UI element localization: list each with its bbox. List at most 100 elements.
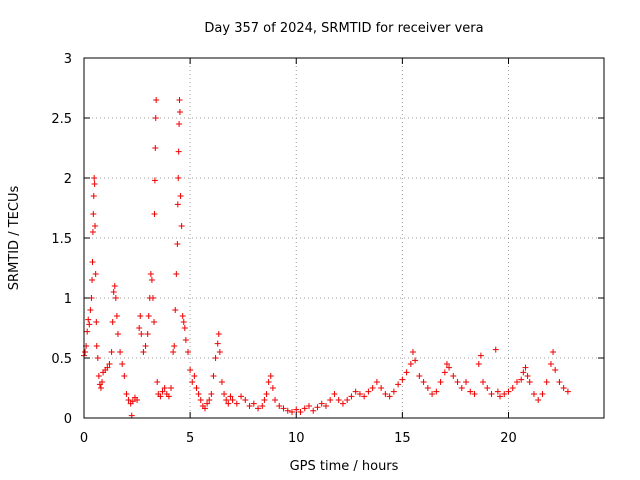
data-point [547, 361, 554, 367]
data-point [144, 331, 151, 337]
data-point [151, 211, 158, 217]
data-point [522, 364, 529, 371]
data-point [189, 379, 196, 385]
data-point [170, 349, 177, 355]
data-point [335, 397, 342, 403]
data-point [560, 385, 567, 391]
data-point [318, 400, 325, 407]
data-point [175, 148, 182, 155]
data-point [113, 313, 120, 319]
data-point [225, 400, 232, 407]
data-point [284, 407, 291, 414]
data-point [552, 367, 559, 373]
data-point [272, 397, 279, 403]
data-point [454, 379, 461, 385]
data-point [526, 379, 533, 385]
data-point [289, 409, 295, 415]
data-point [214, 340, 221, 347]
data-point [501, 391, 508, 397]
data-point [148, 277, 155, 283]
data-point [206, 397, 213, 403]
data-point [111, 283, 118, 289]
data-point [416, 373, 423, 379]
data-point [84, 328, 91, 335]
data-point [373, 379, 380, 385]
data-point [518, 376, 525, 383]
data-point [356, 391, 363, 397]
data-point [176, 109, 183, 115]
data-point [152, 115, 159, 121]
data-point [173, 271, 180, 277]
data-point [550, 349, 557, 355]
data-point [390, 388, 397, 395]
data-point [403, 369, 410, 376]
data-point [93, 343, 100, 349]
data-point [297, 409, 304, 415]
data-point [463, 379, 470, 385]
y-axis-label: SRMTID / TECUs [7, 186, 22, 291]
data-point [269, 385, 276, 391]
data-point [494, 388, 501, 395]
data-point [301, 405, 308, 412]
data-point [424, 385, 431, 391]
data-point [322, 403, 329, 409]
data-point [197, 397, 204, 403]
data-point [90, 193, 97, 199]
x-tick-label: 20 [500, 431, 517, 446]
data-point [255, 405, 262, 412]
data-point [238, 393, 245, 400]
data-point [352, 388, 359, 395]
data-point [89, 259, 96, 265]
data-point [136, 325, 143, 331]
data-point [218, 379, 225, 385]
data-point [182, 337, 189, 343]
x-tick-label: 15 [394, 431, 411, 446]
tick-labels: 0 5 10 15 20 0 0.5 1 1.5 2 2.5 3 [51, 52, 516, 446]
data-point [185, 349, 191, 355]
data-point [331, 391, 338, 397]
data-point [181, 325, 188, 331]
data-point [151, 319, 158, 325]
data-point [97, 385, 104, 391]
data-point [437, 379, 444, 385]
data-point [524, 373, 531, 379]
data-point [121, 373, 128, 379]
data-point [191, 373, 198, 379]
data-point [215, 331, 222, 337]
data-point [176, 121, 183, 127]
data-point [176, 97, 183, 103]
data-point [280, 405, 287, 412]
data-point [204, 400, 211, 407]
data-point [263, 391, 270, 397]
data-point [114, 331, 121, 337]
data-point [180, 319, 187, 325]
data-point [265, 379, 272, 385]
data-point [178, 223, 185, 229]
data-point [174, 241, 181, 247]
data-point [505, 388, 512, 395]
data-point [147, 271, 154, 277]
data-point [152, 145, 159, 151]
data-point [399, 376, 406, 383]
data-point [195, 391, 202, 397]
data-point [246, 403, 253, 409]
y-tick-label: 1 [64, 292, 72, 307]
data-point [409, 349, 416, 355]
data-point [82, 349, 89, 355]
data-point [361, 393, 368, 400]
data-point [154, 379, 161, 385]
data-point [201, 405, 208, 412]
data-point [484, 385, 491, 391]
data-point [93, 319, 100, 325]
x-tick-label: 0 [80, 431, 88, 446]
data-point [477, 352, 484, 359]
data-point [543, 379, 550, 385]
data-point [261, 397, 268, 403]
data-point [564, 388, 571, 395]
data-point [242, 397, 249, 403]
data-point [89, 229, 96, 235]
data-point [138, 331, 145, 337]
data-point [151, 177, 158, 184]
data-point [179, 313, 186, 319]
data-point [497, 393, 503, 400]
